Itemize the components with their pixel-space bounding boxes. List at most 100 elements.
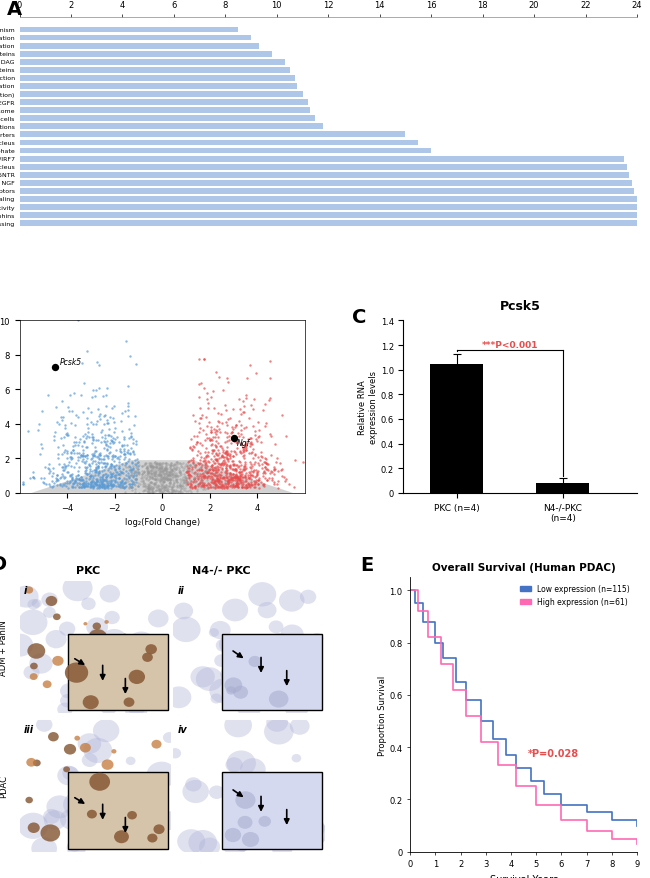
Point [225,451,235,465]
Point [220,447,231,461]
Point [177,461,187,475]
Circle shape [127,632,155,657]
Point [238,406,248,420]
Point [29,471,39,486]
Point [49,433,60,447]
Point [197,476,207,490]
Point [185,455,195,469]
Bar [20,197,637,203]
Point [66,480,77,494]
Point [108,473,118,487]
Point [72,447,82,461]
Point [155,468,165,482]
Point [203,477,214,491]
Point [181,473,191,487]
Point [88,447,99,461]
Circle shape [279,638,301,658]
Circle shape [238,816,252,829]
Point [242,477,253,491]
Point [232,436,242,450]
Point [232,426,242,440]
Circle shape [63,792,93,817]
Point [109,450,120,464]
Point [259,465,270,479]
Point [143,466,153,480]
Point [225,450,235,464]
Point [47,480,57,494]
Point [36,471,47,486]
Point [167,460,177,474]
Point [122,443,133,457]
Point [157,475,168,489]
Point [64,405,75,419]
Point [231,480,242,494]
Point [110,476,120,490]
Point [219,457,229,471]
Point [101,475,111,489]
Point [202,466,212,480]
Circle shape [288,775,311,795]
Point [231,418,242,432]
Point [246,469,256,483]
Point [259,466,270,480]
Point [162,457,173,471]
Point [98,389,108,403]
Point [182,464,192,479]
Point [200,479,210,493]
Point [103,468,113,482]
Point [166,480,177,494]
Point [237,468,247,482]
Point [207,470,217,484]
Point [142,459,153,473]
Point [210,461,220,475]
Point [231,464,241,478]
Point [217,462,228,476]
Bar [222,634,322,710]
Point [129,466,139,480]
Point [133,466,143,480]
Point [126,464,136,478]
Circle shape [57,702,73,716]
Point [112,430,122,444]
Point [164,462,175,476]
Point [187,444,197,458]
Point [198,455,208,469]
Point [170,457,180,471]
Circle shape [128,775,155,798]
Point [159,466,169,480]
Point [208,385,218,399]
Point [279,471,289,485]
Point [114,462,124,476]
Circle shape [272,668,285,679]
Point [200,459,211,473]
Point [84,467,94,481]
Point [179,476,190,490]
Point [187,452,198,466]
Point [159,476,169,490]
Point [133,466,143,480]
Point [226,472,236,486]
Point [162,474,172,488]
Point [98,469,109,483]
Point [82,344,92,358]
Point [210,481,220,495]
Circle shape [248,819,265,835]
Point [86,428,97,442]
Point [185,483,195,497]
Circle shape [68,839,82,852]
Point [240,479,251,493]
Point [56,471,66,485]
Point [216,408,226,422]
Point [92,450,103,464]
Point [222,474,233,488]
Point [73,481,84,495]
Point [170,485,180,499]
Circle shape [166,687,191,709]
Point [85,481,96,495]
Point [101,437,111,451]
Point [207,447,217,461]
Circle shape [222,599,248,622]
Point [151,461,161,475]
Point [121,457,131,471]
Point [179,461,189,475]
